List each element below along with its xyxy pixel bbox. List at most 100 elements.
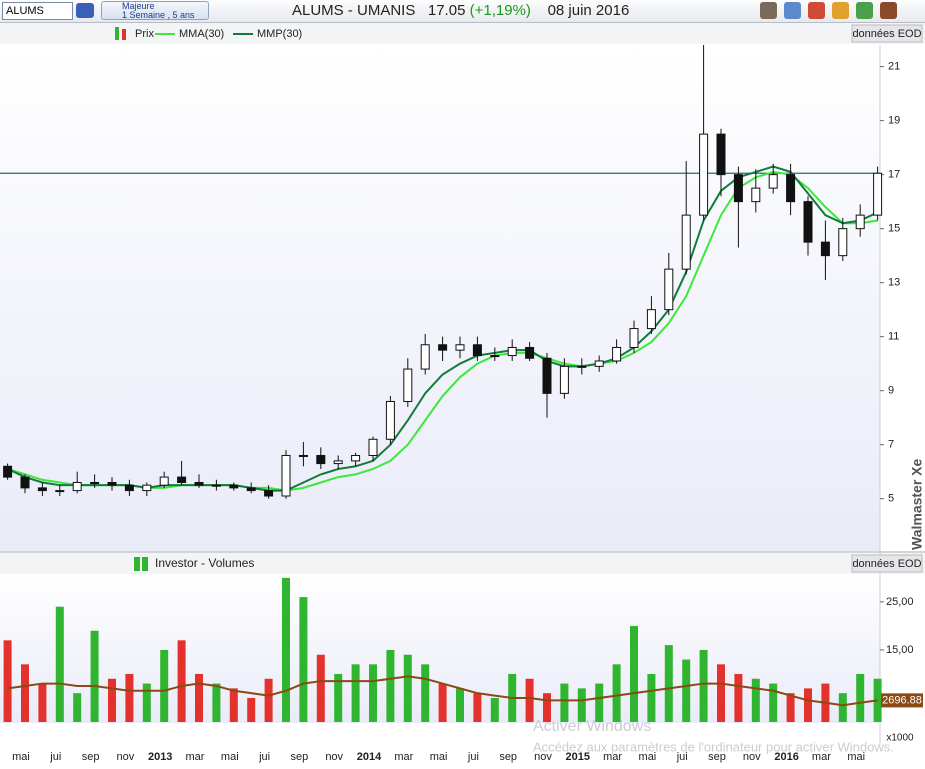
x-tick-label: sep — [708, 751, 726, 763]
x-tick-label: sep — [291, 751, 309, 763]
y-tick-label: 19 — [888, 115, 900, 127]
candle-body — [472, 344, 482, 357]
last-value-box — [881, 693, 923, 708]
period-select[interactable]: Majeure 1 Semaine , 5 ans — [101, 1, 209, 20]
title-date: 08 juin 2016 — [547, 2, 630, 19]
title-price: 17.05 — [427, 2, 466, 19]
candle-body — [264, 490, 274, 497]
up-icon[interactable] — [856, 2, 873, 19]
down-icon[interactable] — [880, 2, 897, 19]
volume-bar — [751, 678, 760, 722]
unit-label: x1000 — [886, 733, 914, 744]
candle-body — [455, 344, 465, 351]
volume-bar — [403, 654, 412, 722]
title: ALUMS - UMANIS 17.05 (+1,19%) 08 juin 20… — [292, 2, 629, 19]
toolbar: ALUMS Majeure 1 Semaine , 5 ans ALUMS - U… — [0, 0, 925, 23]
x-tick-label: mai — [847, 751, 865, 763]
title-change: (+1,19%) — [469, 2, 531, 19]
candle-body — [699, 133, 709, 216]
x-tick-label: nov — [534, 751, 552, 763]
y-tick-label: 15 — [888, 223, 900, 235]
volume-bar — [334, 673, 343, 722]
volume-average — [7, 675, 878, 707]
volume-bar — [55, 606, 64, 722]
candle-body — [90, 481, 100, 484]
candle-body — [629, 328, 639, 348]
x-tick-label: nov — [325, 751, 343, 763]
x-tick-label: jui — [49, 751, 61, 763]
candle-body — [594, 360, 604, 367]
x-tick-label: mai — [12, 751, 30, 763]
candle-body — [733, 174, 743, 203]
legend-candle-icon — [115, 27, 119, 40]
volume-bar — [473, 693, 482, 722]
volume-bar — [386, 649, 395, 722]
volume-bar — [543, 693, 551, 722]
volume-bar — [560, 683, 569, 722]
volume-title: Investor - Volumes — [155, 556, 254, 570]
candle-body — [20, 476, 30, 489]
volume-bar — [769, 683, 778, 722]
candle-body — [559, 365, 569, 394]
candle-body — [55, 490, 65, 493]
candle-body — [368, 438, 378, 456]
candle-body — [768, 174, 778, 189]
volume-bar — [142, 683, 151, 722]
symbol-input[interactable]: ALUMS — [2, 2, 73, 20]
x-tick-label: mar — [394, 751, 413, 763]
x-tick-label: jui — [676, 751, 688, 763]
x-tick-label: mai — [430, 751, 448, 763]
volume-bar — [38, 683, 47, 722]
volume-bar — [612, 664, 621, 722]
check-icon[interactable] — [808, 2, 825, 19]
candle-body — [72, 481, 82, 492]
x-tick-label: mar — [603, 751, 622, 763]
legend-row — [0, 23, 925, 44]
candle-body — [159, 476, 169, 486]
volume-bar — [664, 645, 673, 722]
x-tick-label: sep — [499, 751, 517, 763]
x-tick-label: mar — [812, 751, 831, 763]
chart-icon[interactable] — [784, 2, 801, 19]
volume-bar — [299, 597, 308, 722]
period-group: Majeure — [122, 1, 155, 11]
volume-source: données EOD — [852, 558, 921, 570]
candle-body — [612, 346, 622, 362]
candle-body — [681, 214, 691, 270]
volume-bar — [786, 693, 795, 722]
candle-body — [507, 346, 517, 357]
last-value-label: 2696.88 — [882, 694, 922, 706]
y-tick-label: 5 — [888, 493, 894, 505]
candle-body — [420, 344, 430, 370]
candle-body — [3, 465, 13, 478]
book-icon[interactable] — [76, 3, 94, 18]
y-tick-label: 11 — [888, 331, 899, 343]
candle-body — [298, 454, 308, 457]
volume-bar — [595, 683, 604, 722]
volume-bar — [247, 697, 256, 722]
volume-bar — [717, 664, 725, 722]
volume-bar — [3, 640, 12, 722]
x-tick-label: jui — [467, 751, 479, 763]
x-tick-label: 2016 — [774, 751, 798, 763]
candle-body — [786, 174, 796, 203]
legend-label: MMA(30) — [179, 28, 224, 40]
tool-icon[interactable] — [760, 2, 777, 19]
x-tick-label: mai — [221, 751, 239, 763]
y-tick-label: 21 — [888, 61, 900, 73]
volume-bar — [212, 683, 221, 722]
volume-bar — [490, 697, 499, 722]
y-tick-label: 9 — [888, 385, 894, 397]
flag-icon[interactable] — [832, 2, 849, 19]
x-tick-label: mar — [186, 751, 205, 763]
title-name: ALUMS - UMANIS — [292, 2, 416, 19]
volume-header — [0, 553, 925, 574]
volume-bar — [264, 678, 273, 722]
volume-bar — [282, 577, 290, 722]
source-badge — [851, 24, 923, 43]
candle-body — [403, 368, 413, 402]
candle-body — [107, 481, 117, 486]
candle-body — [211, 484, 221, 487]
volume-bar — [229, 688, 238, 722]
